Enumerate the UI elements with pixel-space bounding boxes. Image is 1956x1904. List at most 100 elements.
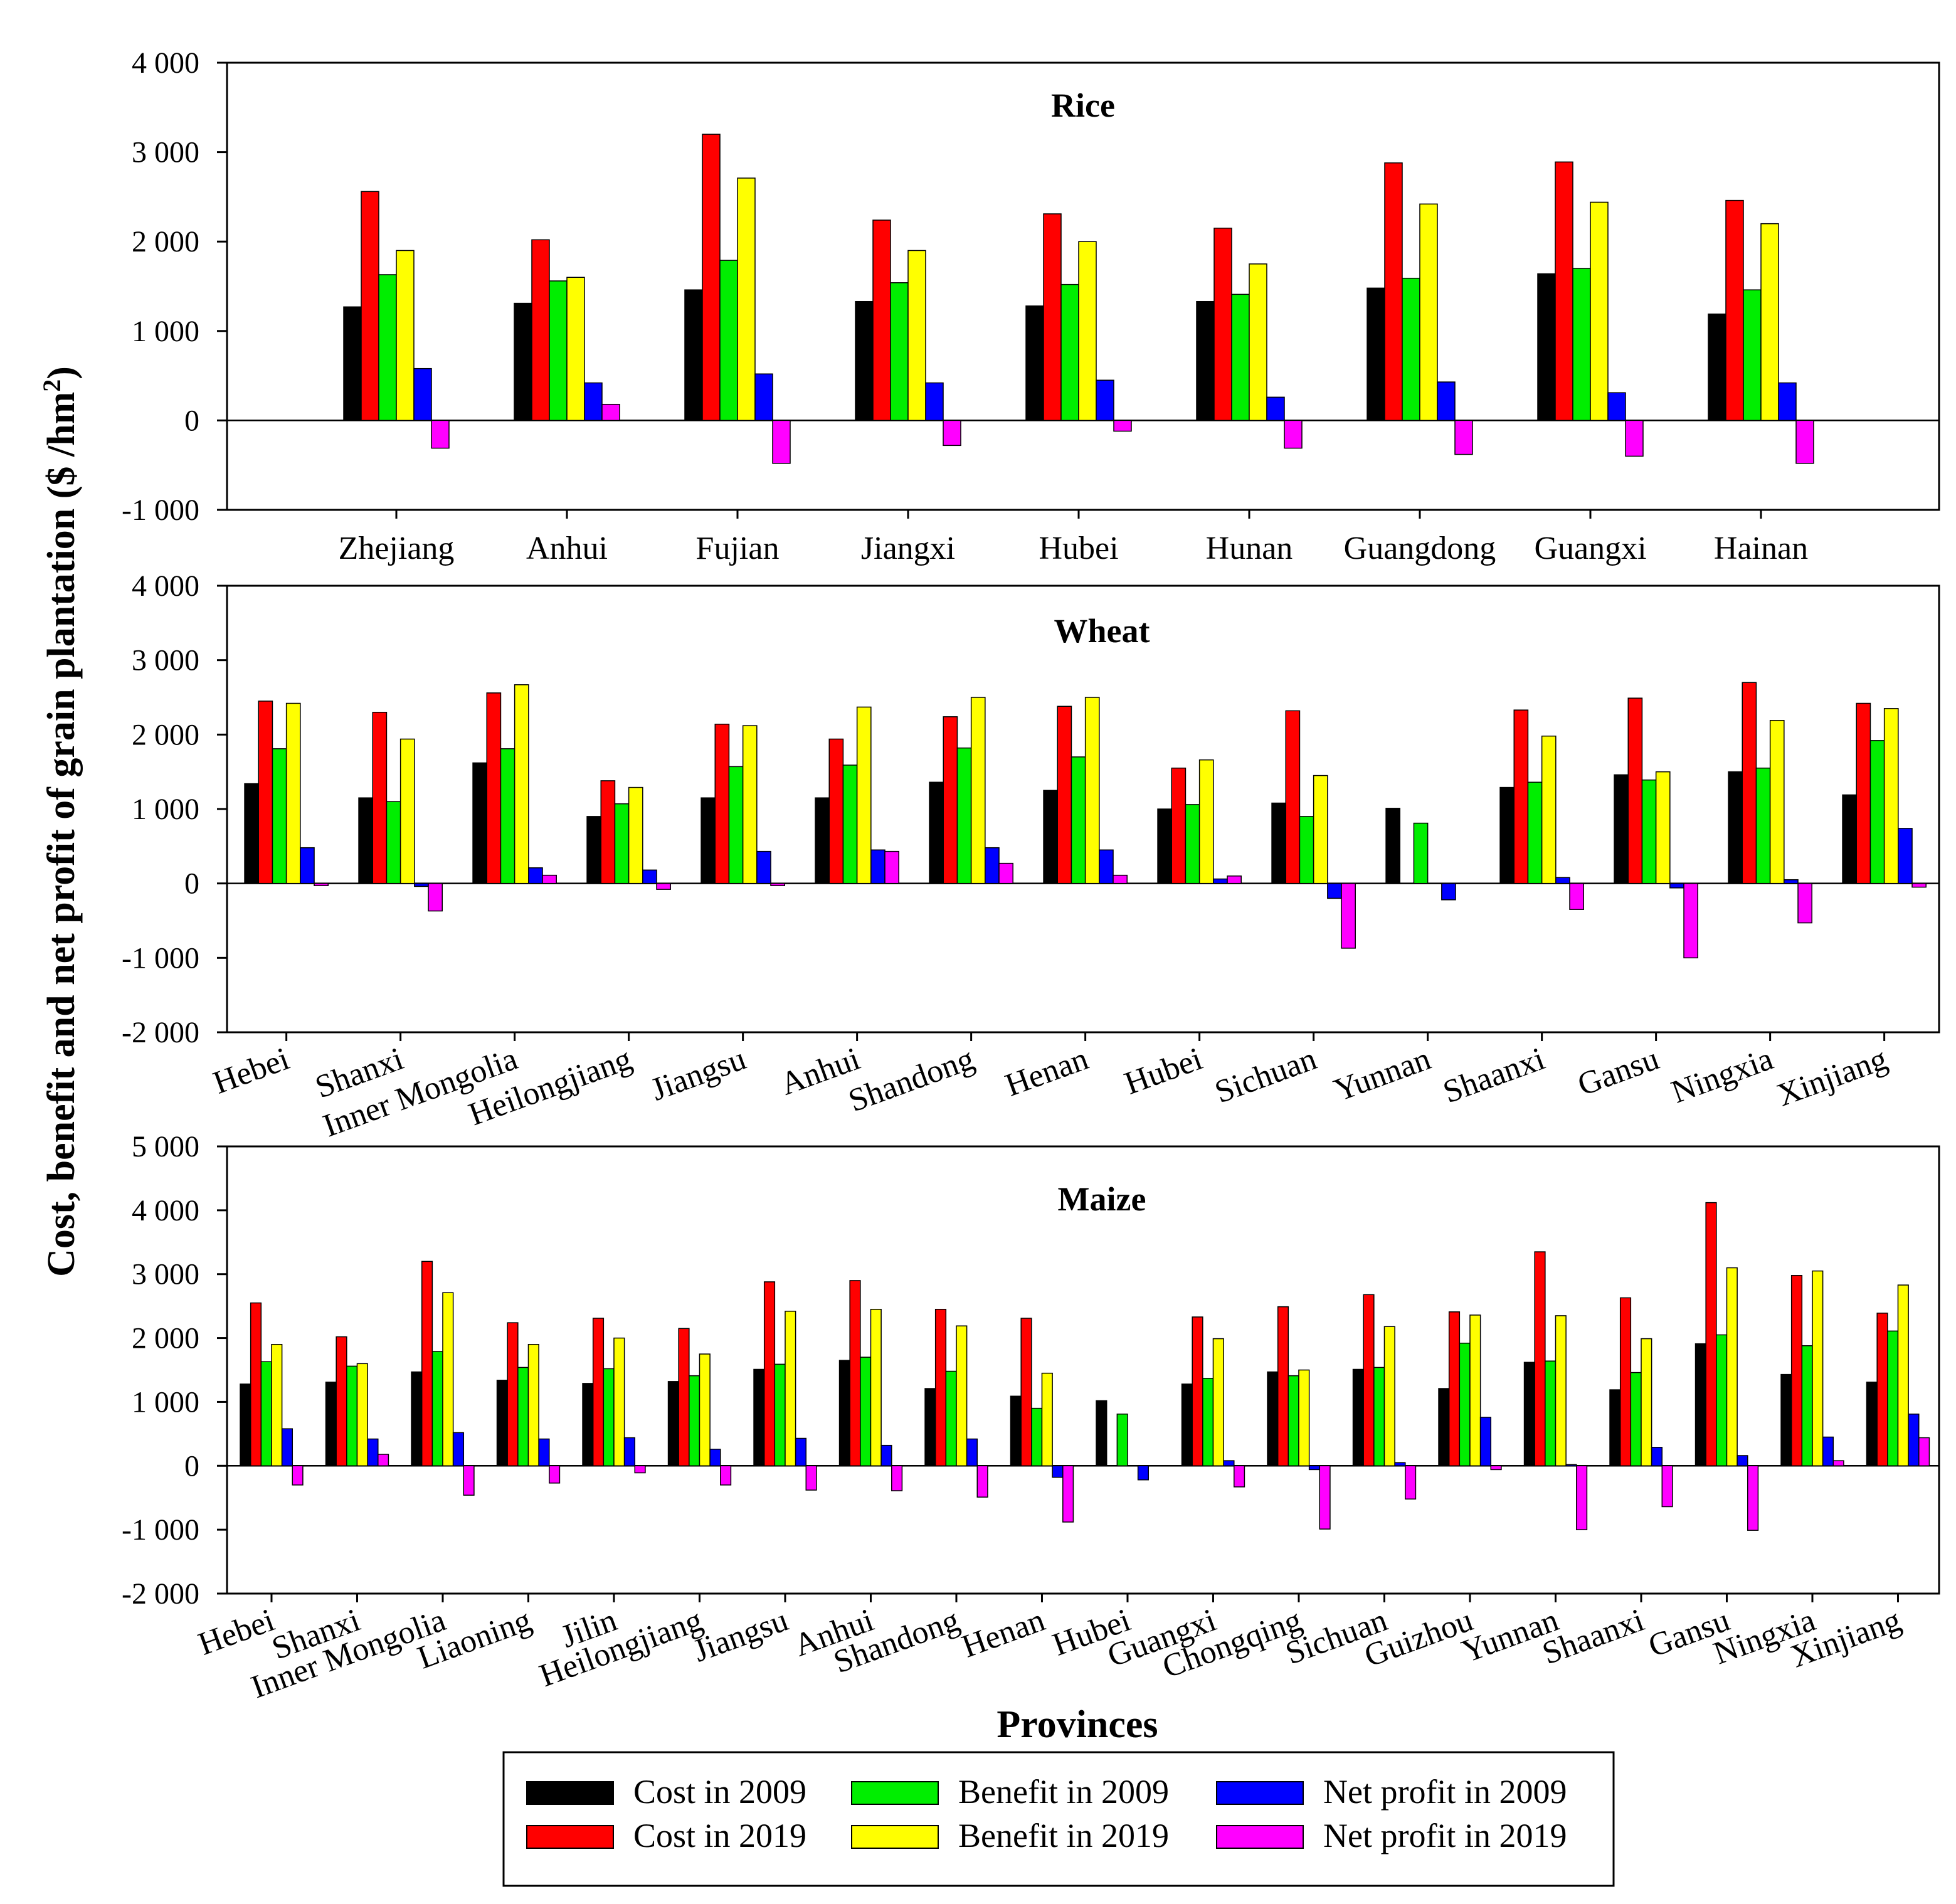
y-tick-label: -1 000	[122, 1513, 199, 1547]
bar-shaanxi-benefit_2009	[1527, 781, 1543, 884]
bar-xinjiang-benefit_2019	[1897, 1284, 1909, 1467]
bar-jiangxi-net_2009	[925, 382, 944, 421]
bar-jiangsu-cost_2009	[700, 797, 716, 884]
bar-fujian-net_2009	[754, 373, 773, 421]
bar-jiangxi-benefit_2009	[890, 282, 909, 421]
bar-hebei-cost_2019	[258, 701, 273, 884]
bar-henan-cost_2009	[1010, 1395, 1022, 1467]
bar-anhui-benefit_2019	[566, 277, 585, 421]
bar-hubei-benefit_2019	[1198, 759, 1214, 884]
bar-inner-mongolia-net_2009	[528, 867, 543, 884]
bar-hunan-net_2009	[1266, 396, 1285, 421]
y-tick-label: 2 000	[132, 225, 199, 258]
bar-xinjiang-cost_2009	[1866, 1382, 1878, 1467]
legend-swatch-cost_2009	[526, 1781, 614, 1805]
bar-sichuan-cost_2009	[1271, 802, 1286, 884]
bar-jiangsu-net_2019	[805, 1465, 817, 1491]
bar-henan-net_2019	[1113, 874, 1128, 884]
bar-hebei-net_2009	[281, 1428, 293, 1467]
bar-anhui-net_2009	[880, 1444, 892, 1467]
x-tick-label: Guangdong	[1344, 531, 1496, 566]
y-tick-label: 1 000	[132, 315, 199, 348]
bar-shanxi-cost_2019	[372, 711, 388, 884]
x-tick-label: Anhui	[526, 531, 608, 566]
bar-gansu-cost_2019	[1705, 1202, 1717, 1467]
bar-gansu-net_2009	[1737, 1455, 1748, 1467]
bar-gansu-net_2009	[1669, 882, 1684, 889]
bar-ningxia-cost_2009	[1728, 771, 1743, 884]
bar-shanxi-net_2009	[367, 1438, 379, 1467]
bar-xinjiang-cost_2019	[1856, 702, 1871, 884]
bar-fujian-benefit_2019	[737, 177, 756, 421]
bar-zhejiang-net_2009	[413, 368, 432, 421]
bar-anhui-benefit_2009	[549, 280, 568, 421]
bar-inner-mongolia-net_2019	[542, 874, 557, 884]
bar-chongqing-cost_2019	[1277, 1306, 1289, 1467]
x-tick-label: Gansu	[1573, 1041, 1663, 1103]
bar-yunnan-net_2009	[1441, 882, 1456, 901]
x-tick-label: Heilongjiang	[535, 1602, 707, 1694]
bar-guangxi-net_2019	[1234, 1465, 1245, 1488]
bar-guangdong-cost_2009	[1367, 287, 1385, 421]
bar-hebei-net_2019	[314, 882, 329, 886]
legend-label-benefit_2009: Benefit in 2009	[958, 1773, 1169, 1811]
bar-jiangsu-net_2009	[795, 1437, 807, 1467]
bar-heilongjiang-cost_2019	[678, 1328, 690, 1467]
bar-guizhou-benefit_2009	[1459, 1342, 1471, 1467]
bar-gansu-cost_2019	[1627, 697, 1643, 884]
bar-guangdong-cost_2019	[1384, 162, 1403, 421]
bar-fujian-cost_2009	[684, 289, 703, 421]
x-tick-label: Jiangxi	[861, 531, 955, 566]
bar-henan-cost_2009	[1043, 790, 1058, 884]
bar-inner-mongolia-benefit_2009	[431, 1351, 443, 1467]
bar-shandong-net_2009	[966, 1438, 978, 1467]
bar-heilongjiang-benefit_2019	[628, 786, 643, 884]
bar-guangxi-cost_2019	[1555, 161, 1573, 421]
bar-zhejiang-cost_2019	[361, 191, 379, 421]
bar-heilongjiang-cost_2009	[667, 1381, 679, 1467]
bar-ningxia-net_2019	[1797, 882, 1812, 924]
bar-shanxi-cost_2019	[336, 1336, 347, 1467]
y-tick-label: 0	[184, 867, 199, 901]
y-tick-label: 4 000	[132, 46, 199, 80]
bar-hubei-cost_2019	[1043, 213, 1062, 421]
x-tick-label: Hainan	[1714, 531, 1808, 566]
bar-guangxi-cost_2009	[1537, 273, 1556, 421]
y-tick-label: 1 000	[132, 1385, 199, 1419]
bar-hunan-net_2019	[1284, 420, 1303, 449]
bar-liaoning-cost_2009	[496, 1380, 508, 1467]
bar-shanxi-net_2019	[378, 1454, 389, 1467]
bar-gansu-cost_2009	[1614, 774, 1629, 884]
bar-guangxi-net_2009	[1607, 392, 1626, 421]
bar-heilongjiang-net_2019	[656, 882, 671, 890]
bar-sichuan-net_2019	[1341, 882, 1356, 949]
bar-guangdong-net_2009	[1437, 381, 1456, 421]
bar-anhui-benefit_2009	[842, 764, 858, 884]
bar-zhejiang-net_2019	[431, 420, 450, 449]
bar-shandong-cost_2019	[943, 716, 958, 884]
bar-chongqing-benefit_2009	[1287, 1375, 1299, 1467]
y-axis-label: Cost, benefit and net profit of grain pl…	[38, 366, 83, 1277]
bar-hebei-benefit_2009	[272, 748, 287, 884]
bar-yunnan-cost_2009	[1523, 1362, 1535, 1467]
bar-ningxia-benefit_2009	[1801, 1345, 1813, 1467]
bar-anhui-cost_2009	[815, 797, 830, 884]
bar-zhejiang-cost_2009	[343, 306, 362, 421]
bar-chongqing-cost_2009	[1267, 1371, 1279, 1467]
x-tick-label: Hubei	[1120, 1041, 1207, 1102]
bar-ningxia-net_2019	[1832, 1460, 1844, 1467]
bar-hebei-benefit_2009	[260, 1361, 272, 1467]
bar-hebei-benefit_2019	[285, 702, 301, 884]
bar-shaanxi-cost_2009	[1499, 786, 1515, 884]
bar-henan-net_2019	[1062, 1465, 1074, 1523]
y-tick-label: -1 000	[122, 941, 199, 975]
bar-hainan-benefit_2009	[1743, 289, 1762, 421]
bar-yunnan-net_2019	[1576, 1465, 1588, 1530]
bar-xinjiang-benefit_2009	[1887, 1330, 1899, 1467]
x-tick-label: Fujian	[696, 531, 780, 566]
bar-guangxi-net_2009	[1223, 1460, 1235, 1467]
bar-yunnan-net_2009	[1565, 1464, 1577, 1467]
bar-hebei-net_2019	[292, 1465, 304, 1486]
bar-yunnan-benefit_2019	[1555, 1315, 1567, 1467]
bar-xinjiang-net_2019	[1918, 1437, 1930, 1467]
